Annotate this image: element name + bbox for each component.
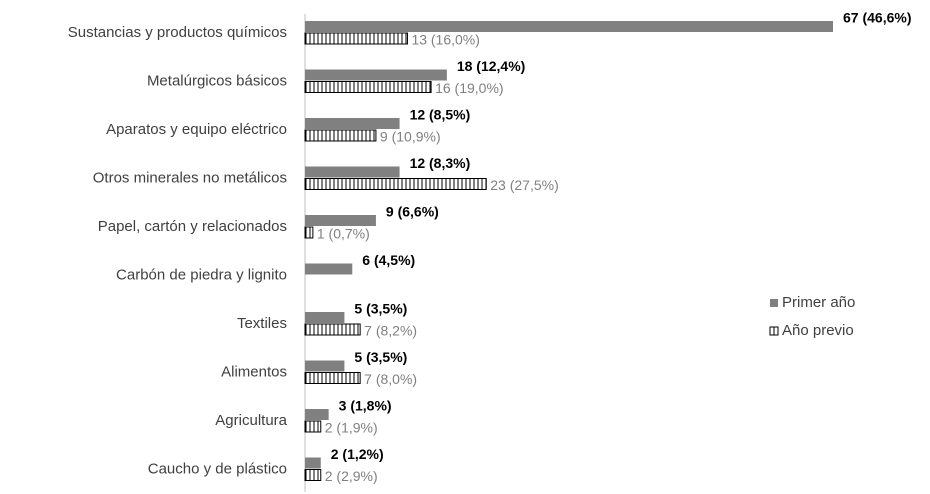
data-label: 12 (8,5%) [410, 107, 471, 123]
bar [304, 469, 322, 481]
bar [304, 226, 314, 239]
bar [304, 372, 361, 384]
data-label: 5 (3,5%) [354, 301, 407, 317]
data-label: 1 (0,7%) [317, 226, 370, 242]
category-label: Caucho y de plástico [148, 460, 287, 477]
legend-label: Primer año [782, 294, 855, 311]
data-label: 5 (3,5%) [354, 349, 407, 365]
category-label: Aparatos y equipo eléctrico [106, 121, 287, 138]
category-label: Agricultura [215, 412, 287, 429]
bar [304, 81, 432, 93]
category-label: Alimentos [221, 363, 287, 380]
data-label: 7 (8,2%) [364, 323, 417, 339]
category-label: Textiles [237, 315, 287, 332]
data-label: 9 (6,6%) [386, 204, 439, 220]
category-label: Carbón de piedra y lignito [116, 266, 287, 283]
bar [305, 215, 376, 226]
legend-swatch [769, 326, 779, 336]
bar [304, 178, 487, 190]
bar [304, 323, 361, 336]
bar [305, 118, 400, 129]
data-label: 12 (8,3%) [410, 155, 471, 171]
legend-label: Año previo [782, 322, 854, 339]
bar [305, 457, 321, 469]
bar [304, 129, 377, 142]
bar [305, 69, 447, 81]
data-label: 16 (19,0%) [435, 80, 503, 96]
category-label: Papel, cartón y relacionados [98, 218, 287, 235]
bar [305, 360, 345, 372]
data-label: 23 (27,5%) [490, 177, 558, 193]
data-label: 2 (2,9%) [325, 468, 378, 484]
bar [304, 32, 408, 45]
data-label: 6 (4,5%) [362, 252, 415, 268]
data-label: 9 (10,9%) [380, 129, 441, 145]
data-label: 67 (46,6%) [843, 10, 911, 26]
legend-swatch [770, 299, 778, 307]
bar [305, 263, 353, 275]
category-label: Sustancias y productos químicos [68, 24, 287, 41]
category-label: Metalúrgicos básicos [147, 72, 287, 89]
bar [305, 409, 329, 420]
category-label: Otros minerales no metálicos [93, 169, 287, 186]
bar [305, 166, 400, 178]
data-label: 2 (1,9%) [325, 420, 378, 436]
data-label: 3 (1,8%) [339, 398, 392, 414]
bar [304, 420, 322, 433]
bar [305, 312, 345, 323]
data-label: 13 (16,0%) [411, 32, 479, 48]
data-label: 7 (8,0%) [364, 371, 417, 387]
bar [305, 21, 833, 32]
data-label: 2 (1,2%) [331, 446, 384, 462]
data-label: 18 (12,4%) [457, 58, 525, 74]
